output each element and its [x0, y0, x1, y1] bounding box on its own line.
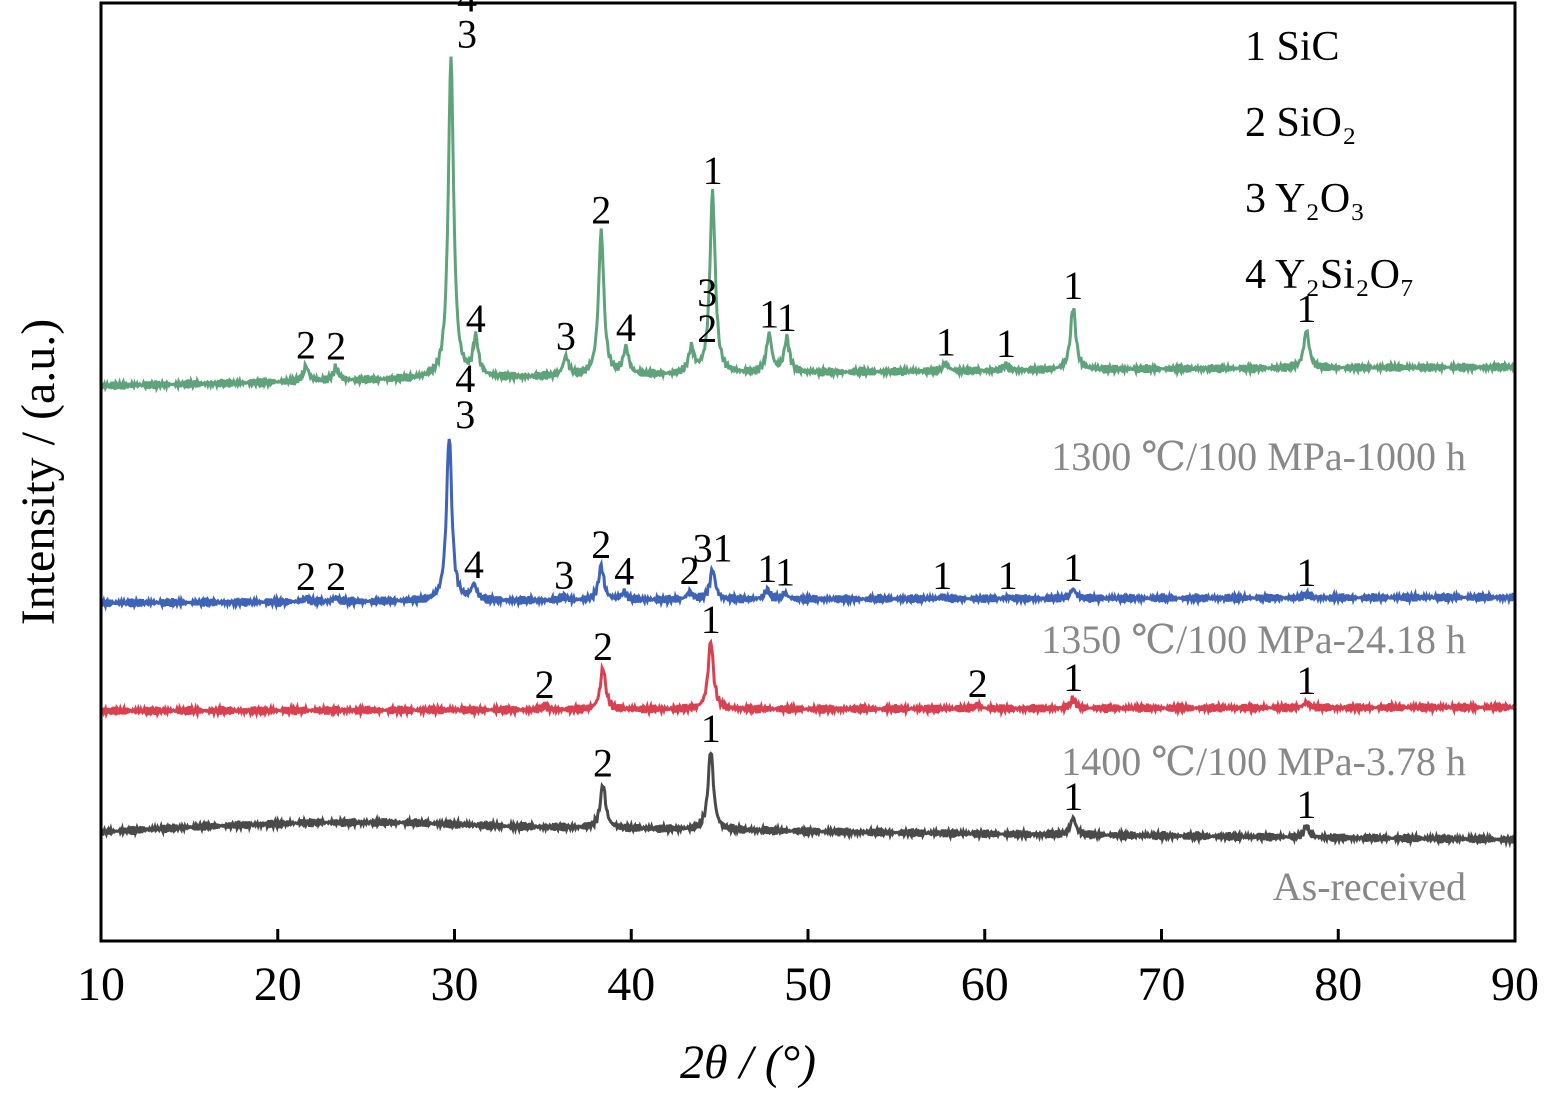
peak-label: 1 [1296, 286, 1316, 331]
peak-label: 4 [466, 296, 486, 341]
x-tick-label: 60 [961, 958, 1009, 1011]
peak-label: 31 [693, 525, 733, 570]
series-label: As-received [1273, 864, 1466, 909]
peak-label: 1 [1296, 782, 1316, 827]
peak-label: 1 [701, 597, 721, 642]
peak-label: 2 [535, 662, 555, 707]
series-label: 1350 ℃/100 MPa-24.18 h [1041, 617, 1466, 662]
series-line-4 [99, 751, 1517, 849]
peak-label: 2 [296, 554, 316, 599]
x-axis: 10 20 30 40 50 60 70 80 90 [77, 929, 1539, 1011]
peak-label: 3 [554, 553, 574, 598]
series-label: 1300 ℃/100 MPa-1000 h [1051, 434, 1466, 479]
peak-label: 1 [775, 550, 795, 595]
peak-label: 1 [1063, 263, 1083, 308]
peak-label: 2 [326, 324, 346, 369]
peak-label: 3 [457, 12, 477, 57]
legend-entry: 4 Y₂Si₂O₇ [1245, 252, 1415, 298]
legend-entry: 2 SiO₂ [1245, 100, 1357, 146]
peak-label: 3 [455, 392, 475, 437]
peak-label: 3 [697, 270, 717, 315]
x-tick-label: 80 [1314, 958, 1362, 1011]
series-line-2 [99, 438, 1517, 612]
peak-label: 1 [998, 553, 1018, 598]
peak-label: 2 [968, 661, 988, 706]
xrd-patterns [99, 56, 1517, 849]
peak-label: 1 [936, 320, 956, 365]
peak-label: 2 [591, 188, 611, 233]
legend-entry: 3 Y₂O₃ [1245, 176, 1365, 222]
peak-label: 1 [777, 295, 797, 340]
peak-label: 4 [457, 0, 477, 21]
x-tick-label: 40 [607, 958, 655, 1011]
peak-label: 1 [996, 321, 1016, 366]
peak-label: 1 [759, 291, 779, 336]
peak-label: 1 [1063, 655, 1083, 700]
peak-label: 4 [455, 356, 475, 401]
x-tick-label: 90 [1491, 958, 1539, 1011]
peak-labels: 2243432432111111122434324231111111221211… [296, 0, 1316, 827]
x-tick-label: 70 [1138, 958, 1186, 1011]
peak-label: 2 [593, 740, 613, 785]
peak-label: 2 [591, 522, 611, 567]
peak-label: 2 [697, 306, 717, 351]
series-labels: 1300 ℃/100 MPa-1000 h 1350 ℃/100 MPa-24.1… [1041, 434, 1466, 909]
peak-label: 2 [296, 322, 316, 367]
peak-label: 3 [556, 314, 576, 359]
series-label: 1400 ℃/100 MPa-3.78 h [1061, 739, 1466, 784]
x-tick-label: 10 [77, 958, 125, 1011]
peak-label: 4 [616, 305, 636, 350]
x-tick-label: 20 [254, 958, 302, 1011]
x-tick-label: 30 [431, 958, 479, 1011]
x-tick-label: 50 [784, 958, 832, 1011]
y-axis-title: Intensity / (a.u.) [12, 319, 65, 626]
peak-label: 2 [326, 554, 346, 599]
peak-label: 1 [1063, 774, 1083, 819]
series-line-1 [99, 56, 1517, 394]
x-axis-title: 2θ / (°) [680, 1036, 816, 1089]
peak-label: 4 [614, 549, 634, 594]
legend: 1 SiC 2 SiO₂ 3 Y₂O₃ 4 Y₂Si₂O₇ [1245, 24, 1415, 298]
peak-label: 1 [932, 553, 952, 598]
peak-label: 1 [1063, 545, 1083, 590]
legend-entry: 1 SiC [1245, 24, 1340, 70]
peak-label: 4 [464, 542, 484, 587]
peak-label: 1 [703, 148, 723, 193]
peak-label: 1 [757, 546, 777, 591]
peak-label: 2 [680, 548, 700, 593]
peak-label: 1 [1296, 550, 1316, 595]
peak-label: 1 [1296, 658, 1316, 703]
peak-label: 1 [701, 706, 721, 751]
series-line-3 [100, 638, 1517, 720]
peak-label: 2 [593, 624, 613, 669]
